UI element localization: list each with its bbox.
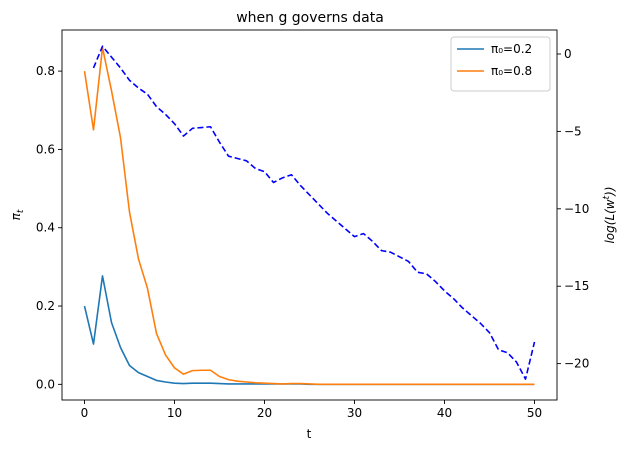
y2-tick-label: −20 — [564, 357, 589, 371]
y-tick-label: 0.4 — [36, 221, 55, 235]
legend-label-0: π₀=0.2 — [491, 42, 532, 56]
x-axis-title: t — [307, 427, 312, 441]
y-tick-label: 0.0 — [36, 377, 55, 391]
y2-axis-title: log(L(wt)) — [602, 186, 617, 243]
chart-title: when g governs data — [236, 10, 384, 26]
legend-label-1: π₀=0.8 — [491, 64, 532, 78]
y2-tick-label: 0 — [564, 47, 572, 61]
x-tick-label: 0 — [81, 406, 89, 420]
y-tick-label: 0.6 — [36, 142, 55, 156]
y2-tick-label: −10 — [564, 202, 589, 216]
series-line-2 — [92, 45, 536, 380]
legend: π₀=0.2 π₀=0.8 — [450, 36, 551, 92]
legend-box — [450, 36, 551, 92]
y2-tick-label: −5 — [564, 124, 582, 138]
x-tick-label: 50 — [527, 406, 542, 420]
axes: 0 10 20 30 40 50 0.0 0.2 0.4 0.6 0.8 0 −5 −10 −15 −20 πt… — [9, 29, 617, 420]
series-line-0 — [83, 275, 535, 386]
plot-area — [83, 45, 536, 386]
series-line-1 — [83, 46, 535, 386]
x-tick-label: 30 — [347, 406, 362, 420]
y-tick-label: 0.8 — [36, 64, 55, 78]
x-tick-label: 40 — [437, 406, 452, 420]
x-tick-label: 10 — [167, 406, 182, 420]
y2-tick-label: −15 — [564, 279, 589, 293]
plot-frame — [61, 29, 558, 401]
y-tick-label: 0.2 — [36, 299, 55, 313]
y-axis-title: πt — [9, 209, 26, 220]
x-tick-label: 20 — [257, 406, 272, 420]
